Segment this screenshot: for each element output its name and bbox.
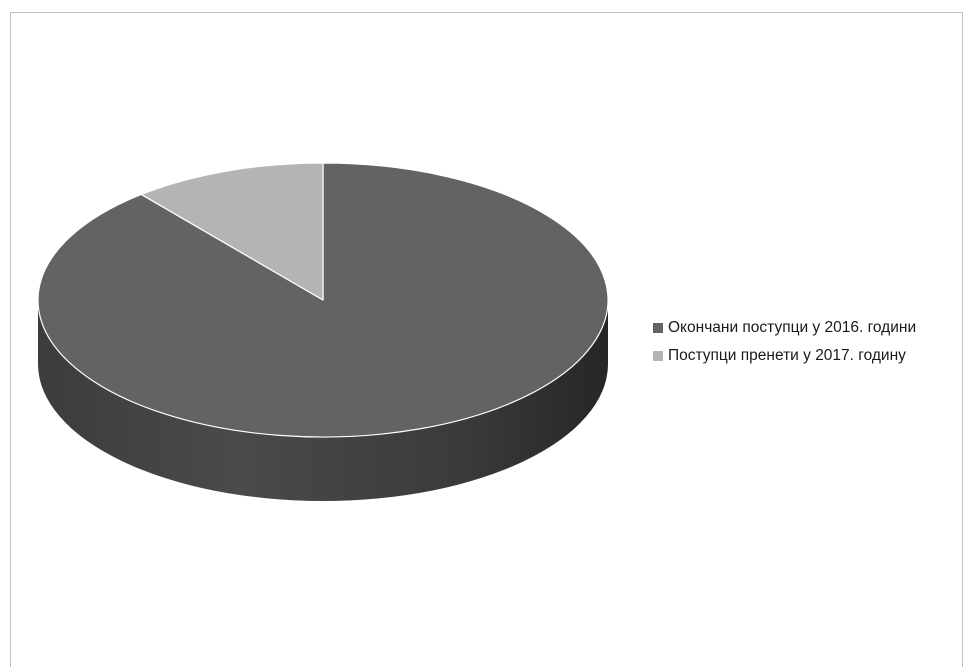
chart-frame (10, 12, 963, 667)
legend-label-transferred: Поступци пренети у 2017. годину (668, 347, 906, 364)
legend: Окончани поступци у 2016. години Поступц… (653, 314, 916, 370)
legend-swatch-transferred (653, 351, 663, 361)
legend-item-completed: Окончани поступци у 2016. години (653, 314, 916, 342)
legend-label-completed: Окончани поступци у 2016. години (668, 319, 917, 336)
legend-swatch-completed (653, 323, 663, 333)
legend-item-transferred: Поступци пренети у 2017. годину (653, 342, 916, 370)
pie-side-wall (38, 300, 608, 501)
pie-slice-1 (140, 162, 324, 301)
